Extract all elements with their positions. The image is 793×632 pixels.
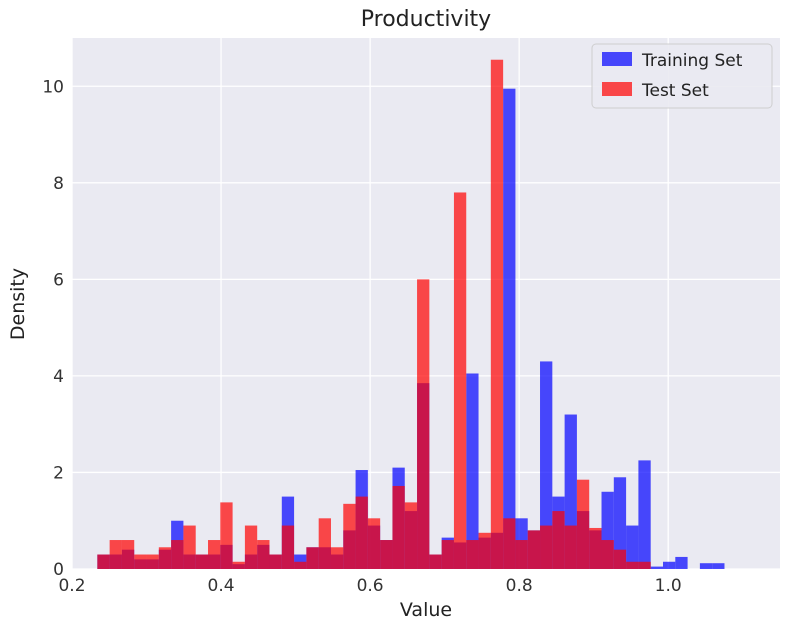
bar-series-1-0 [97, 554, 110, 569]
y-tick-label-2: 4 [53, 367, 64, 387]
bar-series-1-35 [527, 530, 541, 569]
legend: Training Set Test Set [591, 43, 773, 109]
bar-series-0-36 [540, 361, 553, 569]
bar-series-1-39 [576, 479, 590, 569]
bar-series-1-26 [417, 279, 430, 569]
bar-series-0-30 [466, 373, 479, 569]
bar-series-1-15 [281, 525, 295, 569]
bar-series-1-44 [638, 561, 651, 569]
bar-series-1-24 [392, 485, 405, 569]
x-tick-label-1: 0.4 [208, 576, 235, 596]
bar-series-1-22 [367, 518, 381, 569]
bar-series-1-40 [589, 527, 602, 569]
bar-series-1-8 [195, 554, 209, 569]
bar-series-0-47 [675, 556, 688, 569]
bar-series-1-12 [244, 525, 258, 569]
legend-label-test: Test Set [641, 81, 709, 101]
bar-series-1-29 [453, 192, 467, 570]
bar-series-1-31 [478, 532, 491, 569]
bar-series-1-21 [355, 496, 368, 569]
bar-series-1-42 [613, 549, 627, 569]
bar-series-1-23 [380, 540, 393, 569]
legend-box [591, 43, 773, 109]
bar-series-1-27 [429, 554, 442, 569]
y-tick-label-5: 10 [42, 77, 64, 97]
x-tick-label-4: 1.0 [655, 576, 682, 596]
bar-series-1-9 [208, 540, 221, 569]
x-ticks: 0.2 0.4 0.6 0.8 1.0 [58, 576, 681, 596]
bar-series-0-46 [662, 561, 676, 569]
y-ticks: 0 2 4 6 8 10 [42, 77, 64, 580]
bar-series-1-13 [257, 540, 270, 569]
bar-series-1-18 [318, 518, 331, 569]
y-tick-label-4: 8 [53, 174, 64, 194]
bar-series-1-17 [306, 547, 319, 569]
bar-series-0-49 [699, 563, 713, 569]
y-tick-label-0: 0 [53, 560, 64, 580]
y-axis-label: Density [7, 268, 29, 340]
bar-series-1-4 [146, 554, 159, 569]
bar-series-0-42 [613, 477, 627, 569]
bar-series-1-1 [109, 540, 122, 569]
bar-series-0-50 [712, 563, 725, 569]
bar-series-0-44 [638, 460, 651, 569]
bar-series-1-25 [404, 502, 418, 569]
bar-series-1-2 [121, 540, 135, 569]
y-tick-label-3: 6 [53, 270, 64, 290]
legend-swatch-test [602, 82, 632, 96]
bar-series-1-3 [134, 554, 147, 569]
bars [97, 59, 725, 570]
bar-series-1-11 [232, 561, 245, 569]
bar-series-1-19 [330, 547, 344, 569]
x-tick-label-2: 0.6 [357, 576, 384, 596]
x-axis-label: Value [400, 599, 452, 621]
bar-series-1-36 [540, 525, 553, 569]
series-1 [97, 59, 651, 570]
bar-series-1-43 [626, 561, 639, 569]
legend-label-training: Training Set [641, 51, 743, 71]
bar-series-1-38 [564, 525, 577, 569]
y-tick-label-1: 2 [53, 463, 64, 483]
chart-title: Productivity [361, 7, 491, 32]
bar-series-1-37 [552, 511, 565, 569]
bar-series-1-5 [158, 547, 172, 569]
bar-series-0-33 [503, 88, 516, 569]
bar-series-1-7 [183, 525, 196, 569]
legend-swatch-training [602, 52, 632, 66]
x-tick-label-3: 0.8 [506, 576, 533, 596]
bar-series-1-32 [490, 59, 504, 570]
bar-series-1-10 [220, 502, 233, 569]
bar-series-1-6 [171, 540, 184, 569]
bar-series-1-20 [343, 503, 356, 569]
bar-series-1-14 [269, 554, 282, 569]
bar-series-1-33 [503, 518, 516, 569]
bar-series-1-41 [601, 540, 614, 569]
bar-series-1-34 [515, 540, 528, 569]
x-tick-label-0: 0.2 [58, 576, 85, 596]
bar-series-1-16 [294, 561, 307, 569]
bar-series-1-28 [441, 540, 454, 569]
bar-series-0-43 [626, 525, 639, 569]
bar-series-1-30 [466, 540, 479, 569]
bar-series-0-45 [650, 566, 663, 569]
